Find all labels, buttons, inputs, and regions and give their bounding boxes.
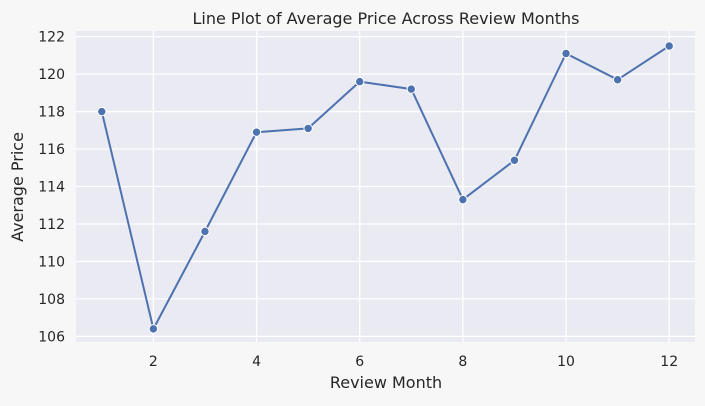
series-line <box>100 45 670 330</box>
x-axis-label: Review Month <box>330 373 442 392</box>
series-layer <box>97 41 674 334</box>
data-point <box>406 84 416 94</box>
x-tick-label: 4 <box>252 354 261 370</box>
data-point <box>303 123 313 134</box>
y-tick-label: 108 <box>38 292 65 308</box>
y-tick-label: 106 <box>38 329 65 345</box>
x-tick-label: 2 <box>149 354 158 370</box>
y-tick-label: 120 <box>38 67 65 83</box>
data-point <box>561 48 571 59</box>
data-point <box>148 324 159 334</box>
data-point <box>509 155 520 165</box>
y-tick-label: 122 <box>38 30 65 46</box>
data-point <box>458 194 468 205</box>
y-axis-label: Average Price <box>8 132 27 242</box>
y-tick-label: 112 <box>38 217 65 233</box>
data-point <box>200 226 210 237</box>
y-tick-label: 114 <box>38 180 65 196</box>
grid-layer <box>76 31 695 342</box>
x-tick-label: 8 <box>458 354 467 370</box>
data-point <box>664 41 674 51</box>
y-tick-label: 116 <box>38 142 65 158</box>
data-point <box>97 106 107 117</box>
data-point <box>251 127 262 137</box>
tick-labels: 2 4 6 8 10 12 106 108 110 112 114 116 118 120 122 <box>38 30 678 370</box>
x-tick-label: 12 <box>660 354 678 370</box>
data-point <box>612 75 623 85</box>
data-point <box>355 76 365 87</box>
x-tick-label: 10 <box>557 354 575 370</box>
x-tick-label: 6 <box>355 354 364 370</box>
y-tick-label: 110 <box>38 254 65 270</box>
chart-title: Line Plot of Average Price Across Review… <box>193 9 580 28</box>
y-tick-label: 118 <box>38 105 65 121</box>
